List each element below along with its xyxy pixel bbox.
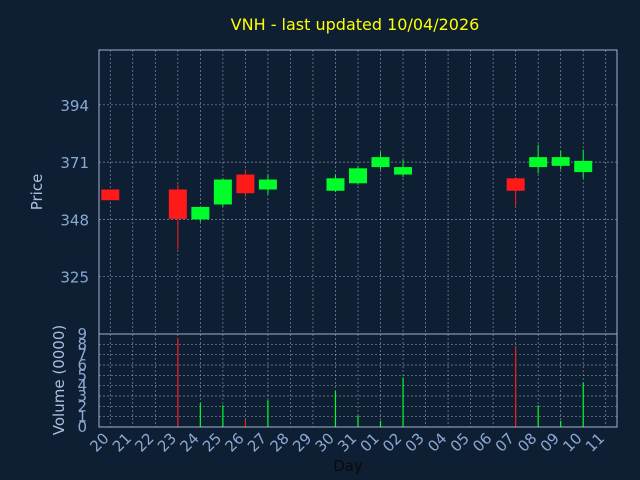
- x-axis-title: Day: [333, 457, 363, 475]
- volume-plot-frame: [98, 333, 618, 428]
- volume-bars: [177, 338, 584, 427]
- candle-body: [529, 157, 548, 168]
- price-y-tick-labels: 325 348 371 394: [60, 97, 89, 287]
- volume-y-tick-label: 4: [77, 377, 87, 395]
- candle-body: [506, 178, 525, 191]
- candle-body: [213, 179, 232, 205]
- volume-y-tick-label: 0: [77, 418, 87, 436]
- price-grid: [99, 50, 617, 334]
- candle-body: [258, 179, 277, 190]
- volume-y-tick-label: 3: [77, 387, 87, 405]
- price-candles: [101, 144, 593, 250]
- candle: [326, 174, 345, 192]
- candle-body: [574, 160, 593, 173]
- volume-y-tick-label: 9: [77, 325, 87, 343]
- candle: [529, 144, 548, 174]
- candle: [191, 206, 210, 222]
- candle-body: [326, 178, 345, 191]
- candle-body: [168, 189, 187, 219]
- candle-body: [191, 206, 210, 220]
- price-y-tick-label: 394: [60, 97, 89, 115]
- candle: [574, 149, 593, 179]
- candle: [394, 159, 413, 178]
- candle: [101, 189, 120, 201]
- candle: [168, 184, 187, 250]
- candle-body: [349, 168, 367, 184]
- candle: [236, 169, 255, 197]
- candle: [551, 150, 570, 170]
- price-panel: 325 348 371 394 Price: [28, 49, 618, 335]
- candle: [371, 152, 390, 170]
- volume-y-tick-label: 2: [77, 397, 87, 415]
- candle: [213, 178, 232, 207]
- volume-axis-title: Volume (0000): [50, 325, 68, 435]
- candle-body: [236, 174, 255, 194]
- candle-body: [101, 189, 120, 201]
- price-axis-title: Price: [28, 174, 46, 211]
- chart-title: VNH - last updated 10/04/2026: [231, 15, 480, 34]
- x-tick-labels: 2021222324252627282930310102030405060708…: [86, 429, 608, 455]
- candle: [258, 174, 277, 195]
- volume-y-tick-label: 7: [77, 346, 87, 364]
- volume-y-tick-label: 8: [77, 335, 87, 353]
- candle: [349, 165, 367, 185]
- price-y-tick-label: 348: [60, 211, 89, 229]
- volume-y-tick-label: 6: [77, 356, 87, 374]
- volume-y-tick-label: 1: [77, 408, 87, 426]
- candle: [506, 177, 525, 206]
- price-y-tick-label: 325: [60, 269, 89, 287]
- volume-y-tick-label: 5: [77, 366, 87, 384]
- candle-body: [394, 167, 413, 175]
- candle-body: [371, 157, 390, 168]
- price-y-tick-label: 371: [60, 154, 89, 172]
- candle-body: [551, 157, 570, 166]
